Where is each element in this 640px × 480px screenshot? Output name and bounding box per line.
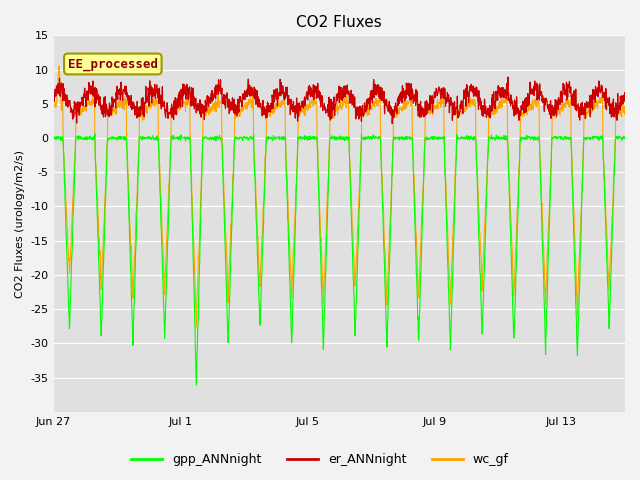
Title: CO2 Fluxes: CO2 Fluxes <box>296 15 382 30</box>
Legend: gpp_ANNnight, er_ANNnight, wc_gf: gpp_ANNnight, er_ANNnight, wc_gf <box>126 448 514 471</box>
Y-axis label: CO2 Fluxes (urology/m2/s): CO2 Fluxes (urology/m2/s) <box>15 150 25 298</box>
Text: EE_processed: EE_processed <box>68 57 158 71</box>
